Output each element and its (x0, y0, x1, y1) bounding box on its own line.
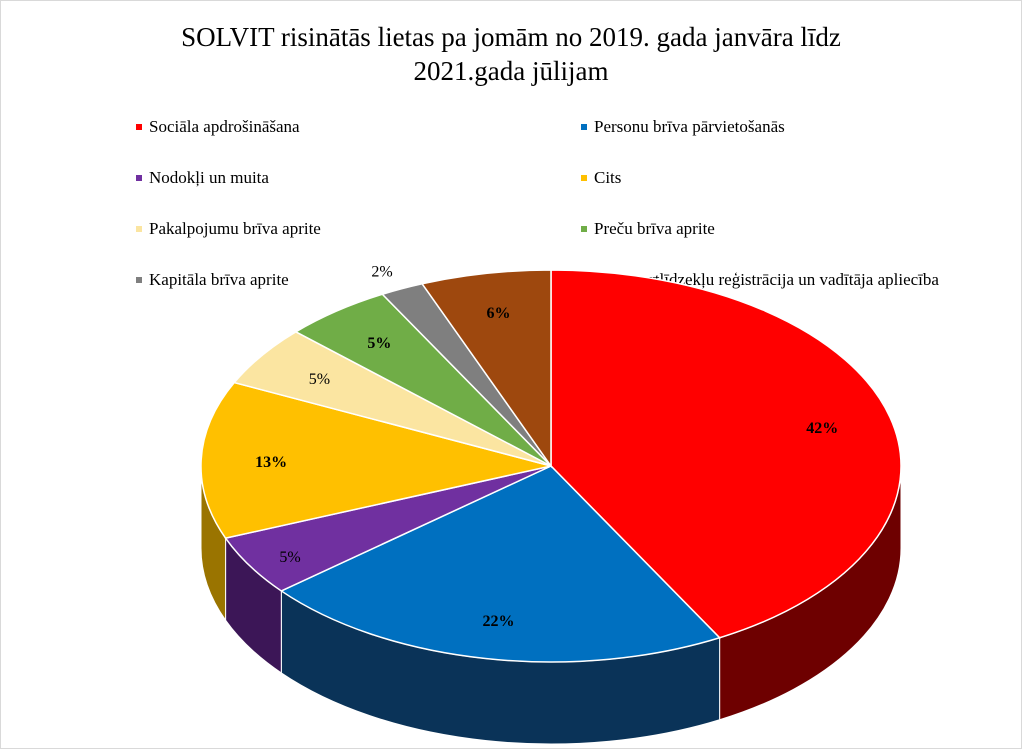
data-label: 6% (487, 305, 511, 322)
legend-label: Preču brīva aprite (594, 219, 715, 238)
legend-swatch (136, 124, 142, 130)
pie-slice-transportl-dzek-u-re-istr-cija-un-vad-t-ja-apliec-ba (420, 269, 552, 469)
legend-item-precu-briva-aprite: Preču brīva aprite (581, 218, 715, 240)
pie-data-labels: 42% 22% 5% 13% 5% 5% 2% 6% (255, 263, 838, 630)
legend-label: Sociāla apdrošināšana (149, 117, 300, 136)
data-label: 5% (279, 549, 300, 566)
data-label: 42% (806, 420, 838, 437)
chart-title-line-2: 2021.gada jūlijam (413, 56, 609, 86)
legend-swatch (581, 175, 587, 181)
legend-swatch (136, 277, 142, 283)
chart-title-line-1: SOLVIT risinātās lietas pa jomām no 2019… (181, 22, 841, 52)
data-label: 13% (255, 454, 287, 471)
data-label: 5% (309, 371, 330, 388)
legend-label: Cits (594, 168, 622, 187)
pie-slice-soci-la-apdro-in-ana (550, 269, 902, 639)
legend-item-kapitala-briva-aprite: Kapitāla brīva aprite (136, 269, 289, 291)
legend-item-nodokli-un-muita: Nodokļi un muita (136, 167, 269, 189)
data-label: 22% (483, 613, 515, 630)
legend: Sociāla apdrošināšana Personu brīva pārv… (0, 0, 1022, 300)
legend-item-personu-briva-parvietosanas: Personu brīva pārvietošanās (581, 116, 785, 138)
legend-swatch (136, 175, 142, 181)
chart-title: SOLVIT risinātās lietas pa jomām no 2019… (0, 20, 1022, 88)
pie-slice-cits (200, 381, 552, 539)
legend-label: Pakalpojumu brīva aprite (149, 219, 321, 238)
legend-item-cits: Cits (581, 167, 621, 189)
legend-label: Kapitāla brīva aprite (149, 270, 289, 289)
legend-swatch (581, 226, 587, 232)
legend-label: Personu brīva pārvietošanās (594, 117, 785, 136)
legend-label: Nodokļi un muita (149, 168, 269, 187)
legend-item-socialas-apdrosinasana: Sociāla apdrošināšana (136, 116, 300, 138)
pie-top-faces (200, 269, 902, 663)
data-label: 2% (371, 263, 392, 280)
legend-item-pakalpojumu-briva-aprite: Pakalpojumu brīva aprite (136, 218, 321, 240)
legend-swatch (136, 226, 142, 232)
data-label: 5% (367, 335, 391, 352)
legend-swatch (581, 124, 587, 130)
pie-slice-personu-br-va-p-rvieto-an-s (279, 465, 722, 663)
